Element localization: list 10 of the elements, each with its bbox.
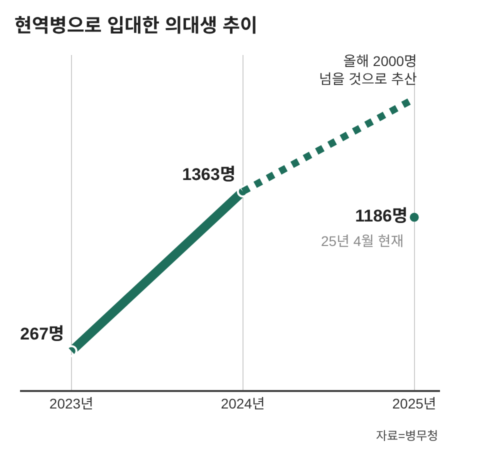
data-label: 267명 bbox=[20, 324, 64, 344]
x-tick-label: 2024년 bbox=[220, 396, 265, 412]
x-tick-label: 2023년 bbox=[49, 396, 94, 412]
annotation: 25년 4월 현재 bbox=[321, 233, 404, 249]
data-label: 1186명 bbox=[355, 206, 408, 226]
annotation: 올해 2000명 넘을 것으로 추산 bbox=[319, 53, 418, 88]
data-label: 1363명 bbox=[182, 164, 236, 184]
text: 자료=병무청 bbox=[376, 429, 438, 443]
chart-title: 현역병으로 입대한 의대생 추이 bbox=[14, 16, 258, 38]
x-tick-label: 2025년 bbox=[392, 396, 436, 412]
